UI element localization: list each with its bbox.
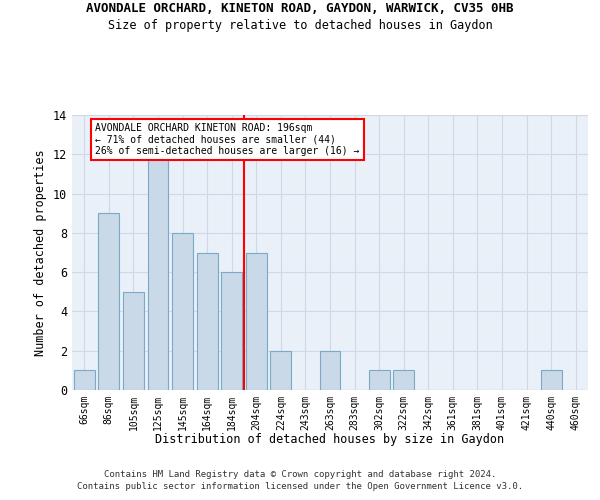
Bar bbox=[74, 370, 95, 390]
Bar bbox=[393, 370, 414, 390]
Bar bbox=[221, 272, 242, 390]
Text: AVONDALE ORCHARD, KINETON ROAD, GAYDON, WARWICK, CV35 0HB: AVONDALE ORCHARD, KINETON ROAD, GAYDON, … bbox=[86, 2, 514, 16]
Text: Distribution of detached houses by size in Gaydon: Distribution of detached houses by size … bbox=[155, 432, 505, 446]
Text: Size of property relative to detached houses in Gaydon: Size of property relative to detached ho… bbox=[107, 19, 493, 32]
Bar bbox=[246, 252, 267, 390]
Bar bbox=[148, 154, 169, 390]
Bar bbox=[172, 233, 193, 390]
Bar bbox=[98, 213, 119, 390]
Text: Contains public sector information licensed under the Open Government Licence v3: Contains public sector information licen… bbox=[77, 482, 523, 491]
Bar bbox=[368, 370, 389, 390]
Text: Contains HM Land Registry data © Crown copyright and database right 2024.: Contains HM Land Registry data © Crown c… bbox=[104, 470, 496, 479]
Bar bbox=[541, 370, 562, 390]
Bar bbox=[197, 252, 218, 390]
Bar bbox=[320, 350, 340, 390]
Bar bbox=[123, 292, 144, 390]
Text: AVONDALE ORCHARD KINETON ROAD: 196sqm
← 71% of detached houses are smaller (44)
: AVONDALE ORCHARD KINETON ROAD: 196sqm ← … bbox=[95, 123, 360, 156]
Bar bbox=[271, 350, 292, 390]
Y-axis label: Number of detached properties: Number of detached properties bbox=[34, 149, 47, 356]
